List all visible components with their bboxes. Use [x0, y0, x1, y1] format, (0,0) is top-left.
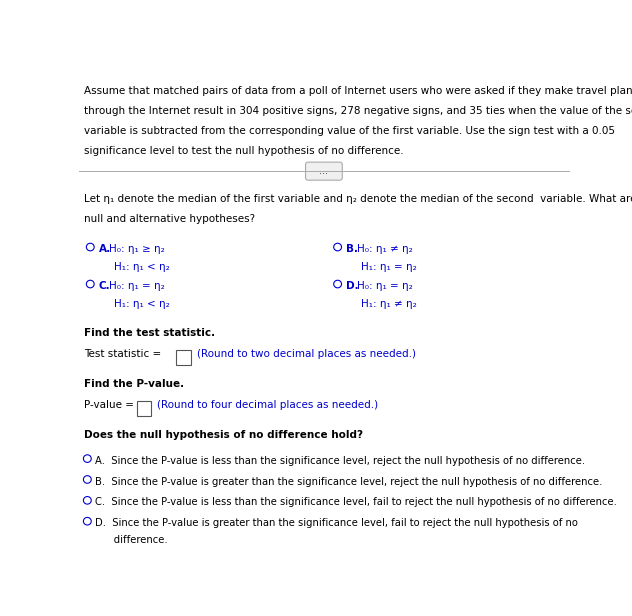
Text: H₁: η₁ < η₂: H₁: η₁ < η₂ — [114, 299, 169, 309]
Text: (Round to four decimal places as needed.): (Round to four decimal places as needed.… — [157, 400, 379, 410]
Text: Find the P-value.: Find the P-value. — [84, 379, 184, 389]
Text: H₀: η₁ = η₂: H₀: η₁ = η₂ — [109, 281, 165, 291]
Text: significance level to test the null hypothesis of no difference.: significance level to test the null hypo… — [84, 145, 403, 156]
Text: D.: D. — [346, 281, 358, 291]
Text: difference.: difference. — [95, 535, 167, 545]
Text: A.: A. — [99, 244, 111, 254]
Text: H₁: η₁ ≠ η₂: H₁: η₁ ≠ η₂ — [361, 299, 417, 309]
Text: H₀: η₁ ≠ η₂: H₀: η₁ ≠ η₂ — [356, 244, 413, 254]
FancyBboxPatch shape — [305, 162, 343, 180]
Text: variable is subtracted from the corresponding value of the first variable. Use t: variable is subtracted from the correspo… — [84, 126, 615, 136]
FancyBboxPatch shape — [137, 401, 152, 416]
Text: H₁: η₁ < η₂: H₁: η₁ < η₂ — [114, 262, 169, 272]
Text: H₁: η₁ = η₂: H₁: η₁ = η₂ — [361, 262, 417, 272]
Text: H₀: η₁ ≥ η₂: H₀: η₁ ≥ η₂ — [109, 244, 165, 254]
Text: (Round to two decimal places as needed.): (Round to two decimal places as needed.) — [197, 349, 416, 359]
Text: B.  Since the P-value is greater than the significance level, reject the null hy: B. Since the P-value is greater than the… — [95, 477, 602, 487]
Text: C.  Since the P-value is less than the significance level, fail to reject the nu: C. Since the P-value is less than the si… — [95, 498, 617, 508]
Text: B.: B. — [346, 244, 358, 254]
Text: Assume that matched pairs of data from a poll of Internet users who were asked i: Assume that matched pairs of data from a… — [84, 86, 632, 95]
Text: Test statistic =: Test statistic = — [84, 349, 161, 359]
Text: ...: ... — [319, 166, 329, 176]
Text: H₀: η₁ = η₂: H₀: η₁ = η₂ — [356, 281, 413, 291]
Text: D.  Since the P-value is greater than the significance level, fail to reject the: D. Since the P-value is greater than the… — [95, 518, 578, 529]
Text: A.  Since the P-value is less than the significance level, reject the null hypot: A. Since the P-value is less than the si… — [95, 456, 585, 466]
Text: C.: C. — [99, 281, 110, 291]
Text: P-value =: P-value = — [84, 400, 134, 410]
Text: Find the test statistic.: Find the test statistic. — [84, 328, 215, 338]
Text: Does the null hypothesis of no difference hold?: Does the null hypothesis of no differenc… — [84, 430, 363, 440]
Text: through the Internet result in 304 positive signs, 278 negative signs, and 35 ti: through the Internet result in 304 posit… — [84, 106, 632, 116]
FancyBboxPatch shape — [176, 350, 191, 365]
Text: Let η₁ denote the median of the first variable and η₂ denote the median of the s: Let η₁ denote the median of the first va… — [84, 194, 632, 204]
Text: null and alternative hypotheses?: null and alternative hypotheses? — [84, 214, 255, 224]
